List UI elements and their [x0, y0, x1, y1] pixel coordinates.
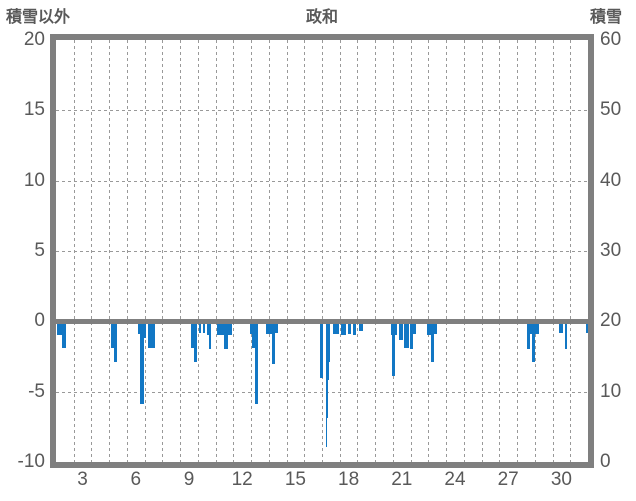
data-bar — [328, 321, 331, 363]
data-bar — [114, 321, 118, 363]
data-bar — [333, 321, 340, 334]
x-axis-tick-label: 21 — [391, 469, 413, 490]
data-bar — [409, 321, 414, 350]
data-bar — [430, 321, 434, 363]
left-axis-tick-label: 5 — [34, 240, 45, 261]
x-axis-tick-label: 3 — [77, 469, 88, 490]
data-bar — [340, 321, 347, 336]
axis-frame-left — [50, 34, 56, 468]
left-axis-tick-label: -5 — [28, 380, 45, 402]
data-bar — [527, 321, 530, 350]
right-axis-tick-label: 60 — [600, 29, 622, 50]
horizontal-gridline — [56, 180, 588, 182]
data-bar — [403, 321, 410, 349]
x-axis-tick-label: 18 — [338, 469, 360, 490]
data-bar — [138, 321, 141, 334]
left-axis-tick-label: 10 — [23, 169, 45, 191]
data-bar — [190, 321, 194, 349]
data-bar — [413, 321, 416, 334]
data-bar — [271, 321, 275, 364]
left-axis-tick-label: -10 — [17, 451, 45, 472]
left-axis-tick-label: 15 — [23, 99, 45, 121]
data-bar — [140, 321, 144, 405]
left-axis-tick-label: 0 — [34, 310, 45, 332]
data-bar — [224, 321, 228, 350]
right-axis-tick-label: 40 — [600, 169, 622, 191]
data-bar — [433, 321, 438, 334]
right-axis-tick-label: 0 — [600, 451, 611, 472]
data-bar — [359, 321, 363, 332]
data-bar — [390, 321, 393, 336]
data-bar — [394, 321, 398, 336]
right-axis-tick-label: 20 — [600, 310, 622, 332]
data-bar — [57, 321, 62, 336]
data-bar — [209, 321, 211, 350]
axis-frame-bottom — [50, 462, 594, 468]
data-bar — [399, 321, 403, 340]
data-bar — [275, 321, 279, 334]
data-bar — [559, 321, 563, 333]
left-axis-title: 積雪以外 — [6, 9, 71, 26]
data-bar — [392, 321, 395, 377]
data-bar — [531, 321, 535, 363]
data-bar — [110, 321, 115, 349]
right-axis-title: 積雪 — [589, 9, 622, 26]
horizontal-gridline — [56, 110, 588, 112]
data-bar — [326, 321, 329, 419]
data-bar — [193, 321, 197, 363]
data-bar — [327, 321, 330, 381]
right-axis-tick-label: 10 — [600, 380, 622, 402]
x-axis-tick-label: 24 — [444, 469, 466, 490]
zero-baseline — [56, 319, 588, 324]
data-bar — [198, 321, 202, 333]
chart-title: 政和 — [305, 9, 339, 26]
x-axis-tick-label: 15 — [284, 469, 306, 490]
left-axis-tick-label: 20 — [23, 29, 45, 50]
x-axis-tick-label: 27 — [497, 469, 519, 490]
data-bar — [217, 321, 225, 336]
right-axis-tick-label: 30 — [600, 240, 622, 261]
data-bar — [427, 321, 431, 336]
data-bar — [254, 321, 258, 405]
data-bar — [325, 321, 327, 447]
data-bar — [565, 321, 568, 350]
data-bar — [320, 321, 324, 378]
data-bar — [148, 321, 155, 349]
x-axis-tick-label: 9 — [183, 469, 195, 490]
data-bar — [347, 321, 351, 334]
x-axis-tick-label: 12 — [231, 469, 253, 490]
data-bar — [251, 321, 255, 349]
axis-frame-right — [588, 34, 594, 468]
x-axis-tick-label: 6 — [130, 469, 142, 490]
data-bar — [352, 321, 357, 336]
data-bar — [61, 321, 66, 349]
horizontal-gridline — [56, 391, 588, 393]
data-bar — [534, 321, 540, 334]
data-bar — [207, 321, 210, 336]
horizontal-gridline — [56, 251, 588, 252]
x-axis-tick-label: 30 — [550, 469, 572, 490]
data-bar — [266, 321, 272, 334]
data-bar — [586, 321, 588, 333]
data-bar — [227, 321, 232, 336]
right-axis-tick-label: 50 — [600, 99, 622, 121]
data-bar — [530, 321, 532, 334]
data-bar — [250, 321, 252, 334]
data-bar — [143, 321, 147, 339]
axis-frame-top — [50, 34, 594, 40]
data-bar — [203, 321, 205, 333]
